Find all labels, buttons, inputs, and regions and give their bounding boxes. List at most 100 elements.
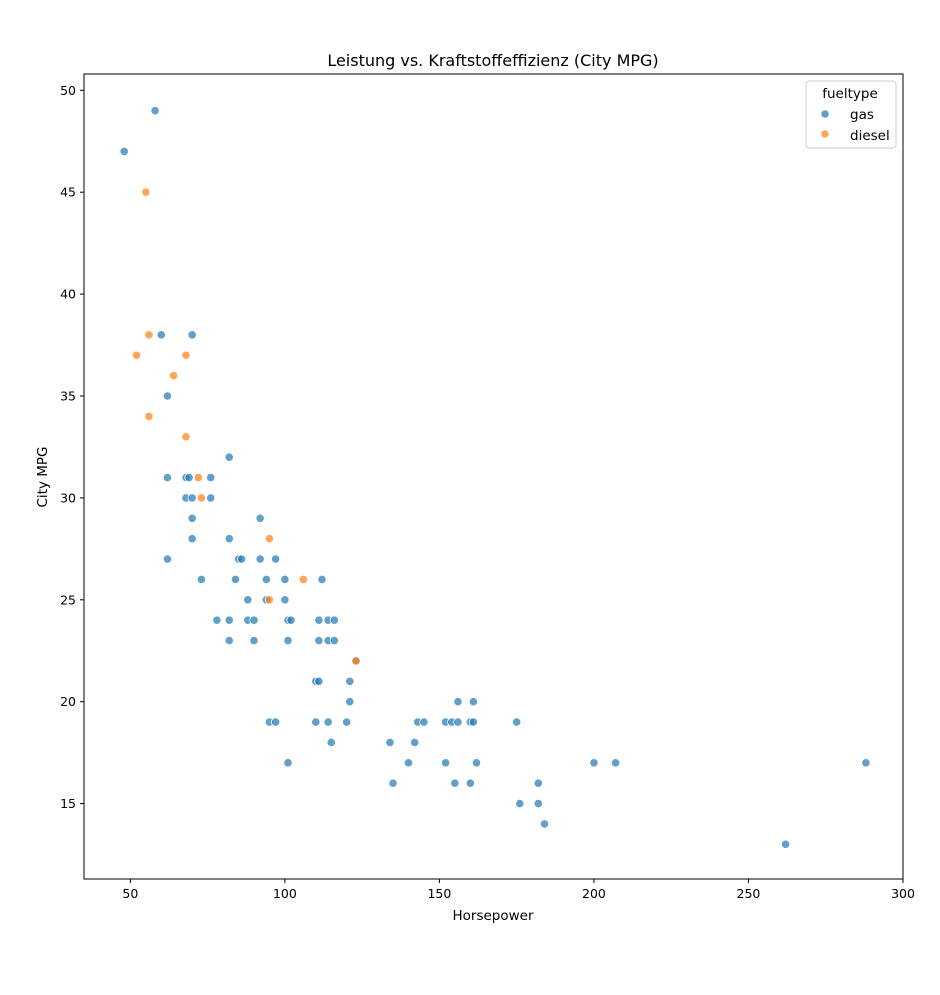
point-gas-76 — [533, 778, 543, 788]
point-diesel-6 — [181, 432, 191, 442]
point-gas-45 — [314, 676, 324, 686]
y-tick-label-30: 30 — [60, 490, 76, 505]
point-gas-53 — [342, 717, 352, 727]
point-gas-11 — [187, 513, 197, 523]
y-tick-label-15: 15 — [60, 796, 76, 811]
point-gas-78 — [539, 819, 550, 829]
x-axis: 50 100 150 200 250 300 — [122, 879, 915, 901]
legend-marker-diesel — [820, 129, 830, 139]
point-gas-2 — [156, 330, 166, 340]
point-gas-9 — [187, 330, 197, 340]
point-gas-46 — [317, 574, 327, 585]
point-gas-23 — [237, 554, 247, 564]
point-gas-51 — [329, 615, 339, 625]
point-gas-24 — [243, 595, 253, 605]
point-gas-0 — [119, 146, 129, 157]
point-diesel-0 — [131, 350, 142, 360]
point-gas-33 — [271, 554, 281, 564]
point-gas-42 — [311, 717, 321, 727]
plot-area — [83, 73, 904, 880]
point-gas-1 — [150, 106, 160, 116]
point-gas-39 — [283, 758, 293, 768]
point-gas-55 — [345, 697, 355, 707]
point-diesel-2 — [144, 330, 154, 340]
point-gas-36 — [280, 595, 290, 605]
point-gas-52 — [329, 635, 339, 646]
point-gas-35 — [280, 574, 290, 585]
y-tick-label-50: 50 — [60, 83, 76, 98]
point-gas-66 — [450, 778, 460, 788]
point-gas-67 — [453, 697, 463, 707]
point-gas-68 — [453, 717, 463, 727]
point-gas-81 — [780, 839, 791, 849]
point-gas-16 — [212, 615, 222, 625]
point-gas-5 — [162, 554, 173, 564]
point-diesel-12 — [351, 656, 361, 666]
y-axis-label: City MPG — [35, 446, 51, 507]
point-gas-70 — [465, 778, 475, 788]
point-gas-60 — [410, 737, 420, 748]
point-gas-18 — [224, 534, 234, 544]
point-diesel-5 — [181, 350, 191, 360]
point-gas-10 — [187, 493, 197, 503]
y-tick-label-35: 35 — [60, 389, 76, 404]
y-tick-label-45: 45 — [60, 185, 76, 200]
point-gas-74 — [512, 717, 522, 727]
point-gas-15 — [206, 493, 216, 503]
x-tick-label-250: 250 — [737, 886, 761, 901]
point-gas-28 — [255, 513, 265, 523]
point-gas-34 — [271, 717, 281, 727]
point-gas-3 — [162, 391, 173, 401]
point-gas-49 — [323, 717, 333, 727]
point-gas-19 — [224, 615, 234, 625]
x-tick-label-300: 300 — [891, 886, 915, 901]
point-gas-54 — [345, 676, 355, 686]
point-gas-40 — [286, 615, 296, 625]
point-gas-57 — [385, 737, 395, 748]
point-gas-12 — [187, 534, 197, 544]
point-gas-58 — [388, 778, 398, 788]
point-gas-82 — [861, 758, 871, 768]
point-diesel-10 — [264, 595, 275, 605]
point-diesel-4 — [169, 371, 179, 381]
y-tick-label-20: 20 — [60, 694, 76, 709]
point-gas-59 — [403, 758, 414, 768]
point-gas-64 — [440, 758, 451, 768]
point-gas-77 — [533, 798, 543, 809]
legend-label-diesel: diesel — [850, 128, 890, 144]
point-gas-72 — [468, 717, 479, 727]
point-diesel-3 — [144, 411, 154, 421]
chart-title: Leistung vs. Kraftstoffeffizienz (City M… — [327, 51, 658, 70]
point-gas-79 — [589, 758, 599, 768]
point-gas-80 — [610, 758, 621, 768]
point-gas-29 — [255, 554, 265, 564]
point-gas-71 — [468, 697, 479, 707]
point-gas-14 — [206, 472, 216, 483]
legend-title: fueltype — [822, 86, 878, 102]
point-gas-38 — [283, 635, 293, 646]
point-gas-21 — [230, 574, 241, 585]
x-tick-label-50: 50 — [122, 886, 138, 901]
point-diesel-7 — [193, 472, 203, 483]
data-points — [119, 106, 871, 849]
point-gas-75 — [515, 798, 525, 809]
x-tick-label-150: 150 — [427, 886, 451, 901]
point-gas-30 — [261, 574, 271, 585]
y-tick-label-40: 40 — [60, 287, 76, 302]
point-gas-44 — [314, 635, 324, 646]
legend: fueltype gas diesel — [805, 80, 897, 149]
point-diesel-1 — [141, 187, 151, 197]
legend-marker-gas — [820, 109, 830, 119]
legend-label-gas: gas — [850, 107, 874, 123]
point-gas-20 — [224, 635, 234, 646]
x-tick-label-200: 200 — [582, 886, 606, 901]
point-gas-26 — [249, 615, 259, 625]
point-gas-73 — [471, 758, 482, 768]
point-diesel-8 — [196, 493, 207, 503]
point-gas-27 — [249, 635, 259, 646]
point-gas-62 — [419, 717, 429, 727]
point-gas-17 — [224, 452, 234, 462]
point-gas-13 — [196, 574, 207, 585]
point-gas-50 — [326, 737, 336, 748]
